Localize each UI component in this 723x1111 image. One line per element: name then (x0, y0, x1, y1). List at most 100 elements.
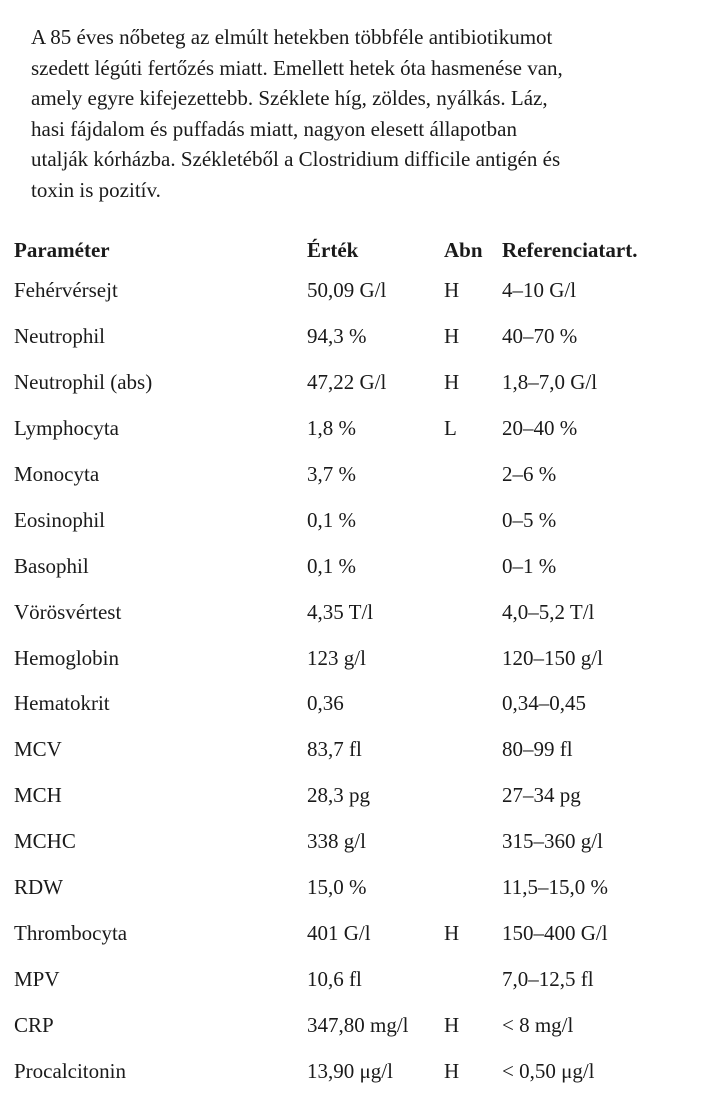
cell-parameter: Hemoglobin (14, 645, 119, 670)
cell-abnormal-flag: H (444, 324, 460, 349)
table-row: MCH 28,3 pg 27–34 pg (14, 773, 702, 819)
cell-parameter: Basophil (14, 553, 89, 578)
cell-abnormal-flag (444, 543, 502, 589)
cell-value: 4,35 T/l (307, 599, 374, 624)
table-row: Procalcitonin 13,90 μg/l H < 0,50 μg/l (14, 1048, 702, 1094)
cell-reference-range: 315–360 g/l (502, 829, 603, 854)
cell-reference-range: 0–1 % (502, 553, 557, 578)
cell-parameter: Monocyta (14, 462, 100, 486)
cell-reference-range: 150–400 G/l (502, 920, 608, 945)
cell-reference-range: 20–40 % (502, 416, 578, 441)
cell-abnormal-flag: H (444, 370, 460, 395)
table-row: Neutrophil 94,3 % H 40–70 % (14, 314, 702, 360)
table-row: Thrombocyta 401 G/l H 150–400 G/l (14, 910, 702, 956)
cell-parameter: Hematokrit (14, 691, 110, 716)
table-row: MCV 83,7 fl 80–99 fl (14, 727, 702, 773)
cell-abnormal-flag (444, 497, 502, 543)
cell-parameter: CRP (14, 1012, 54, 1037)
cell-parameter: Thrombocyta (14, 920, 128, 945)
cell-reference-range: 4,0–5,2 T/l (502, 599, 595, 624)
cell-abnormal-flag: L (444, 416, 457, 441)
cell-abnormal-flag (444, 956, 502, 1002)
cell-parameter: Neutrophil (14, 324, 105, 349)
cell-abnormal-flag (444, 727, 502, 773)
cell-abnormal-flag: H (444, 1058, 460, 1083)
case-line: szedett légúti fertőzés miatt. Emellett … (31, 55, 563, 80)
cell-parameter: Lymphocyta (14, 416, 119, 441)
cell-value: 3,7 % (307, 462, 356, 486)
table-row: RDW 15,0 % 11,5–15,0 % (14, 865, 702, 911)
table-row: Vörösvértest 4,35 T/l 4,0–5,2 T/l (14, 589, 702, 635)
cell-value: 47,22 G/l (307, 370, 387, 395)
cell-reference-range: 2–6 % (502, 462, 557, 486)
table-header-row: Paraméter Érték Abn Referenciatart. (14, 232, 702, 268)
cell-value: 0,36 (307, 691, 344, 716)
cell-reference-range: 0,34–0,45 (502, 691, 586, 716)
cell-reference-range: 80–99 fl (502, 737, 573, 762)
header-reference-range: Referenciatart. (502, 237, 638, 262)
cell-value: 401 G/l (307, 920, 371, 945)
cell-abnormal-flag (444, 635, 502, 681)
cell-value: 0,1 % (307, 507, 356, 532)
cell-value: 50,09 G/l (307, 278, 387, 303)
case-line: A 85 éves nőbeteg az elmúlt hetekben töb… (31, 25, 553, 49)
cell-reference-range: 1,8–7,0 G/l (502, 370, 598, 395)
case-line: amely egyre kifejezettebb. Széklete híg,… (31, 86, 548, 110)
table-row: Eosinophil 0,1 % 0–5 % (14, 497, 702, 543)
cell-parameter: Neutrophil (abs) (14, 370, 153, 395)
cell-parameter: Procalcitonin (14, 1058, 126, 1083)
cell-reference-range: 4–10 G/l (502, 278, 577, 303)
cell-abnormal-flag (444, 819, 502, 865)
table-row: CRP 347,80 mg/l H < 8 mg/l (14, 1002, 702, 1048)
cell-value: 94,3 % (307, 324, 367, 349)
table-row: Neutrophil (abs) 47,22 G/l H 1,8–7,0 G/l (14, 360, 702, 406)
cell-abnormal-flag (444, 452, 502, 498)
cell-reference-range: < 0,50 μg/l (502, 1058, 595, 1083)
cell-parameter: Fehérvérsejt (14, 278, 118, 303)
cell-value: 123 g/l (307, 645, 366, 670)
cell-abnormal-flag (444, 865, 502, 911)
cell-abnormal-flag: H (444, 1012, 460, 1037)
case-description: A 85 éves nőbeteg az elmúlt hetekben töb… (31, 22, 711, 205)
cell-parameter: Vörösvértest (14, 599, 122, 624)
cell-abnormal-flag (444, 773, 502, 819)
cell-abnormal-flag: H (444, 920, 460, 945)
header-parameter: Paraméter (14, 237, 110, 262)
header-value: Érték (307, 237, 359, 262)
cell-parameter: MCH (14, 783, 62, 808)
cell-reference-range: 7,0–12,5 fl (502, 966, 594, 991)
table-row: Hemoglobin 123 g/l 120–150 g/l (14, 635, 702, 681)
case-line: utalják kórházba. Székletéből a Clostrid… (31, 147, 561, 171)
cell-value: 83,7 fl (307, 737, 362, 762)
cell-parameter: MPV (14, 966, 60, 991)
table-row: Fehérvérsejt 50,09 G/l H 4–10 G/l (14, 268, 702, 314)
cell-parameter: RDW (14, 875, 63, 900)
table-row: MPV 10,6 fl 7,0–12,5 fl (14, 956, 702, 1002)
table-row: Basophil 0,1 % 0–1 % (14, 543, 702, 589)
case-line: hasi fájdalom és puffadás miatt, nagyon … (31, 116, 517, 141)
table-row: MCHC 338 g/l 315–360 g/l (14, 819, 702, 865)
cell-value: 13,90 μg/l (307, 1058, 393, 1083)
cell-value: 10,6 fl (307, 966, 362, 991)
cell-abnormal-flag: H (444, 278, 460, 303)
cell-reference-range: 0–5 % (502, 507, 557, 532)
cell-value: 347,80 mg/l (307, 1012, 409, 1037)
cell-abnormal-flag (444, 589, 502, 635)
table-row: Hematokrit 0,36 0,34–0,45 (14, 681, 702, 727)
table-body: Fehérvérsejt 50,09 G/l H 4–10 G/l Neutrophil… (14, 268, 702, 1094)
header-abnormal: Abn (444, 237, 483, 262)
table-row: Lymphocyta 1,8 % L 20–40 % (14, 406, 702, 452)
cell-reference-range: 27–34 pg (502, 783, 581, 808)
cell-reference-range: < 8 mg/l (502, 1012, 574, 1037)
lab-results-table: Paraméter Érték Abn Referenciatart. Fehé… (14, 232, 702, 1094)
cell-value: 15,0 % (307, 875, 367, 900)
cell-value: 0,1 % (307, 553, 356, 578)
case-line: toxin is pozitív. (31, 177, 161, 202)
table-row: Monocyta 3,7 % 2–6 % (14, 452, 702, 498)
cell-reference-range: 11,5–15,0 % (502, 875, 608, 900)
cell-parameter: MCHC (14, 829, 76, 854)
cell-reference-range: 120–150 g/l (502, 645, 603, 670)
cell-parameter: MCV (14, 737, 62, 762)
cell-value: 28,3 pg (307, 783, 370, 808)
cell-parameter: Eosinophil (14, 507, 106, 532)
